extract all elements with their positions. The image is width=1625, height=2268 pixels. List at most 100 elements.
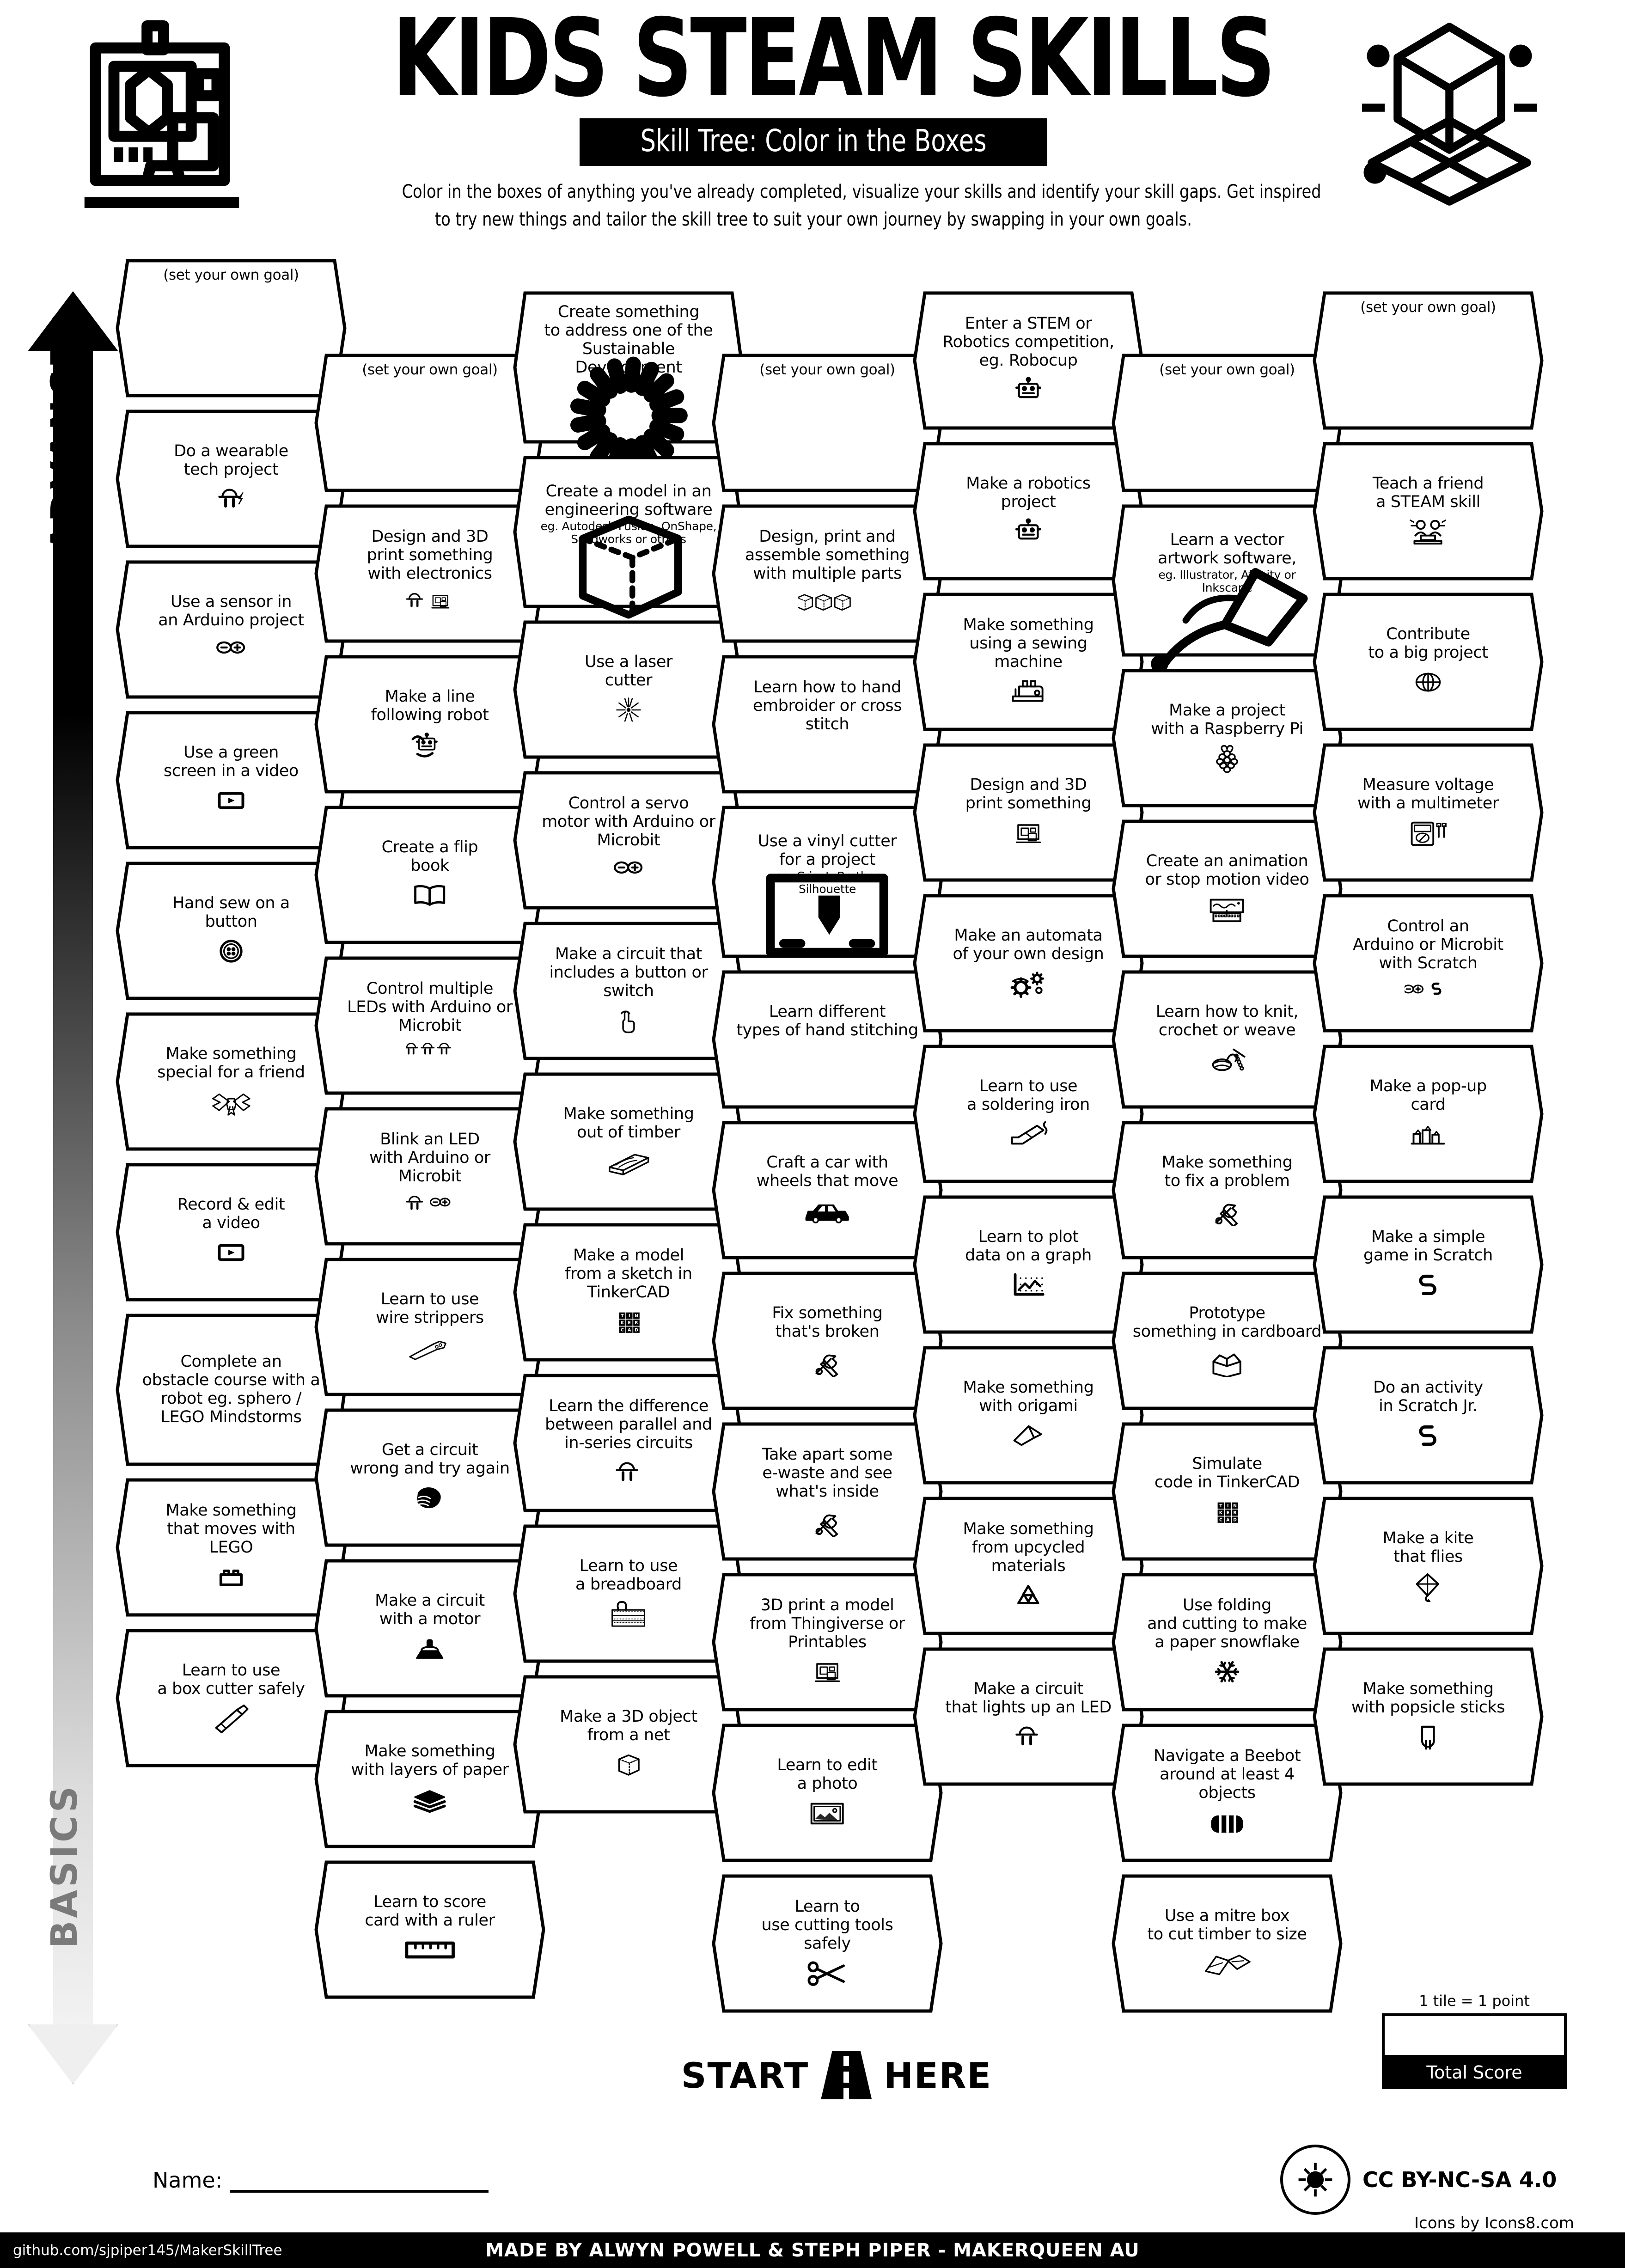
skill-tile[interactable]: Use a sensor in an Arduino project xyxy=(116,560,347,699)
skill-tile[interactable]: Make something with origami xyxy=(913,1346,1144,1485)
skill-tile[interactable]: Make an automata of your own design xyxy=(913,894,1144,1033)
skill-tile[interactable]: Make a 3D object from a net xyxy=(513,1675,744,1814)
skill-tile-content: Control multiple LEDs with Arduino or Micr… xyxy=(314,956,545,1095)
skill-tile-content: Use a sensor in an Arduino project xyxy=(116,560,347,699)
skill-tile[interactable]: Make a robotics project xyxy=(913,442,1144,581)
skill-tile[interactable]: Use a mitre box to cut timber to size xyxy=(1112,1874,1343,2013)
skill-tile[interactable]: Make something using a sewing machine xyxy=(913,593,1144,731)
skill-tile[interactable]: Create an animation or stop motion video xyxy=(1112,819,1343,958)
three-leds-icon xyxy=(406,1039,453,1071)
skill-tile[interactable]: Measure voltage with a multimeter xyxy=(1313,743,1544,882)
skill-tile[interactable]: Hand sew on a button xyxy=(116,862,347,1000)
skill-tile[interactable]: Learn how to knit, crochet or weave xyxy=(1112,970,1343,1109)
beebot-icon xyxy=(1203,1806,1251,1839)
name-field-row[interactable]: Name: xyxy=(153,2168,489,2193)
skill-tile[interactable]: Make something to fix a problem xyxy=(1112,1121,1343,1259)
skill-tile-label: Learn to score card with a ruler xyxy=(365,1893,495,1930)
skill-tile[interactable]: Make a project with a Raspberry Pi xyxy=(1112,669,1343,807)
raspberry-pi-icon xyxy=(1211,742,1243,775)
name-input-line[interactable] xyxy=(230,2185,489,2193)
press-button-icon xyxy=(613,1004,644,1037)
skill-tile[interactable]: Learn to use a breadboard xyxy=(513,1524,744,1663)
skill-tile[interactable]: Navigate a Beebot around at least 4 object… xyxy=(1112,1724,1343,1862)
skill-tile[interactable]: Use folding and cutting to make a paper sn… xyxy=(1112,1573,1343,1712)
skill-tile[interactable]: Make something from upcycled materials xyxy=(913,1497,1144,1635)
mitre-box-icon xyxy=(1198,1948,1256,1980)
skill-tile[interactable]: Learn to edit a photo xyxy=(712,1724,943,1862)
svg-text:K: K xyxy=(1219,1510,1223,1516)
skill-tile[interactable]: Make something that moves with LEGO xyxy=(116,1478,347,1617)
skill-tile-label: Make a 3D object from a net xyxy=(560,1707,697,1744)
skill-tile[interactable]: Do an activity in Scratch Jr. xyxy=(1313,1346,1544,1485)
skill-tile[interactable]: Record & edit a video xyxy=(116,1163,347,1302)
skill-tile-content: 3D print a model from Thingiverse or Print… xyxy=(712,1573,943,1712)
skill-tile[interactable]: Teach a friend a STEAM skill xyxy=(1313,442,1544,581)
skill-tile[interactable]: Use a laser cutter xyxy=(513,620,744,759)
skill-tile[interactable]: Make a pop-up card xyxy=(1313,1045,1544,1183)
skill-tile[interactable]: Make a circuit that lights up an LED xyxy=(913,1647,1144,1786)
skill-tile[interactable]: Make something out of timber xyxy=(513,1072,744,1211)
skill-tile[interactable]: Create something to address one of the Sus… xyxy=(513,291,744,475)
skill-tile[interactable]: Blink an LED with Arduino or Microbit xyxy=(314,1107,545,1246)
skill-tile[interactable]: Contribute to a big project xyxy=(1313,593,1544,731)
skill-tile[interactable]: Make something with layers of paper xyxy=(314,1710,545,1848)
skill-tile-content: Control a servo motor with Arduino or Micr… xyxy=(513,771,744,910)
skill-tile-set-your-own-goal[interactable]: (set your own goal) xyxy=(314,354,545,492)
skill-tile[interactable]: Enter a STEM or Robotics competition, eg. … xyxy=(913,291,1144,430)
skill-tile[interactable]: Use a green screen in a video xyxy=(116,711,347,850)
skill-tile[interactable]: Make a line following robot xyxy=(314,655,545,794)
skill-tile[interactable]: Design, print and assemble something with … xyxy=(712,504,943,643)
skill-tile[interactable]: Complete an obstacle course with a robot e… xyxy=(116,1314,347,1466)
road-icon xyxy=(821,2051,872,2099)
skill-tile[interactable]: Do a wearable tech project xyxy=(116,410,347,548)
skill-tile[interactable]: Create a flip book xyxy=(314,806,545,944)
skill-tile[interactable]: Make a circuit with a motor xyxy=(314,1559,545,1698)
skill-tile-label: Do an activity in Scratch Jr. xyxy=(1373,1378,1483,1415)
skill-tile-set-your-own-goal[interactable]: (set your own goal) xyxy=(1112,354,1343,492)
skill-tile[interactable]: Simulate code in TinkerCAD T I N K E R C … xyxy=(1112,1422,1343,1561)
github-link[interactable]: github.com/sjpiper145/MakerSkillTree xyxy=(13,2242,282,2259)
skill-tile[interactable]: Create a model in an engineering software… xyxy=(513,456,744,619)
skill-tile[interactable]: Learn different types of hand stitching xyxy=(712,970,943,1109)
skill-tile-set-your-own-goal[interactable]: (set your own goal) xyxy=(1313,291,1544,430)
arduino-icon xyxy=(215,634,247,666)
skill-tile[interactable]: Learn to score card with a ruler xyxy=(314,1860,545,1999)
skill-tile[interactable]: Take apart some e-waste and see what's ins… xyxy=(712,1422,943,1561)
skill-tile[interactable]: Learn a vector artwork software, eg. Illus… xyxy=(1112,504,1343,673)
skill-tile[interactable]: Prototype something in cardboard xyxy=(1112,1272,1343,1410)
skill-tile-label: Control an Arduino or Microbit with Scratc… xyxy=(1353,917,1503,972)
skill-tile[interactable]: Make a kite that flies xyxy=(1313,1497,1544,1635)
skill-tile[interactable]: Learn to use wire strippers xyxy=(314,1258,545,1396)
skill-tile[interactable]: Design and 3D print something xyxy=(913,743,1144,882)
skill-tile[interactable]: Make something with popsicle sticks xyxy=(1313,1647,1544,1786)
skill-tile[interactable]: Make something special for a friend xyxy=(116,1012,347,1151)
score-input[interactable] xyxy=(1382,2013,1567,2058)
skill-tile[interactable]: Control multiple LEDs with Arduino or Micr… xyxy=(314,956,545,1095)
skill-tile[interactable]: Learn the difference between parallel and… xyxy=(513,1374,744,1512)
skill-tile[interactable]: Control a servo motor with Arduino or Micr… xyxy=(513,771,744,910)
skill-tile[interactable]: Control an Arduino or Microbit with Scratc… xyxy=(1313,894,1544,1033)
skill-tile[interactable]: Make a circuit that includes a button or s… xyxy=(513,922,744,1060)
skill-tile[interactable]: Learn how to hand embroider or cross stit… xyxy=(712,655,943,794)
skill-tile-set-your-own-goal[interactable]: (set your own goal) xyxy=(116,259,347,397)
line-robot-icon xyxy=(410,728,450,761)
skill-tile[interactable]: Make a simple game in Scratch xyxy=(1313,1195,1544,1334)
skill-tile[interactable]: Learn to use cutting tools safely xyxy=(712,1874,943,2013)
skill-tile[interactable]: Fix something that's broken xyxy=(712,1272,943,1410)
skill-tile[interactable]: Craft a car with wheels that move xyxy=(712,1121,943,1259)
skill-tile-label: Make an automata of your own design xyxy=(953,926,1104,963)
skill-tile[interactable]: Make a model from a sketch in TinkerCAD T … xyxy=(513,1223,744,1362)
skill-tile-set-your-own-goal[interactable]: (set your own goal) xyxy=(712,354,943,492)
axis-gradient-bar xyxy=(53,342,93,2024)
skill-tile[interactable]: Learn to use a box cutter safely xyxy=(116,1629,347,1767)
skill-tile-content: Make a circuit with a motor xyxy=(314,1559,545,1698)
skill-tile[interactable]: Use a vinyl cutter for a project eg. Cricu… xyxy=(712,806,943,958)
recycle-icon xyxy=(1010,1579,1046,1612)
skill-tile[interactable]: Learn to use a soldering iron xyxy=(913,1045,1144,1183)
skill-tile[interactable]: Learn to plot data on a graph xyxy=(913,1195,1144,1334)
skill-tile[interactable]: Get a circuit wrong and try again xyxy=(314,1408,545,1547)
license-block: CC BY-NC-SA 4.0 xyxy=(1280,2145,1557,2215)
skill-tile-content: Prototype something in cardboard xyxy=(1112,1272,1343,1410)
skill-tile[interactable]: Design and 3D print something with electro… xyxy=(314,504,545,643)
skill-tile[interactable]: 3D print a model from Thingiverse or Print… xyxy=(712,1573,943,1712)
